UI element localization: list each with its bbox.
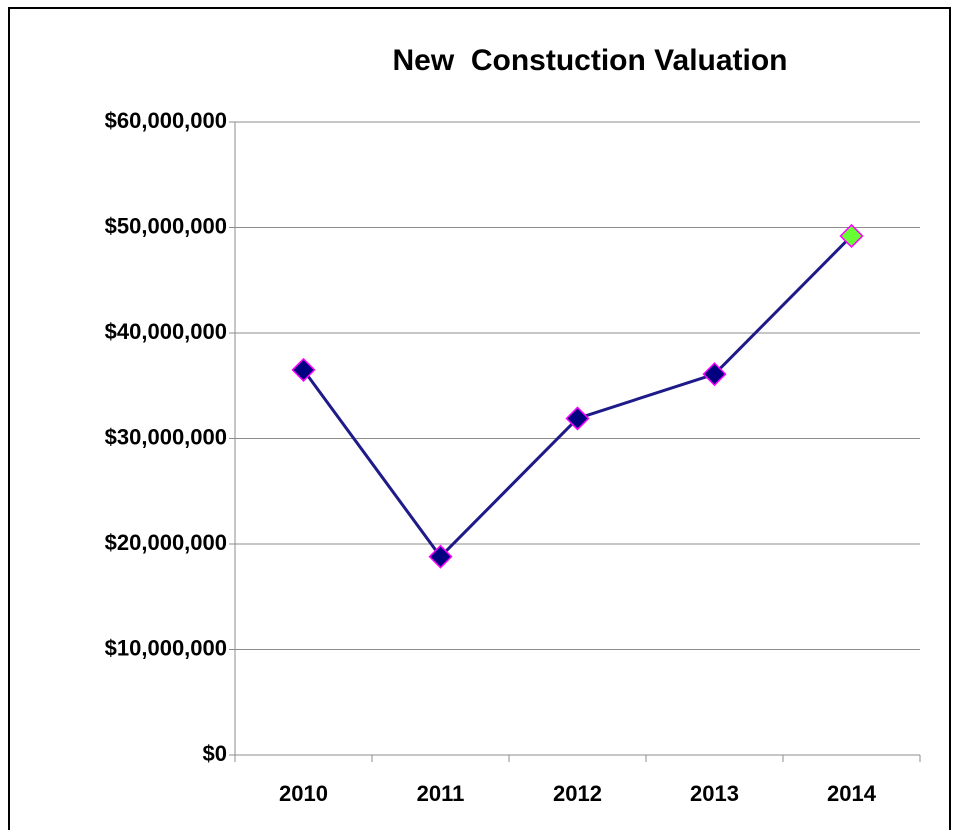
data-marker [839, 223, 864, 249]
x-tick-label: 2014 [827, 781, 877, 806]
x-tick-label: 2010 [279, 781, 328, 806]
chart-title: New Constuction Valuation [392, 44, 787, 77]
y-tick-label: $50,000,000 [105, 213, 227, 238]
chart-frame [8, 7, 951, 830]
y-tick-label: $10,000,000 [105, 635, 227, 660]
x-tick-label: 2012 [553, 781, 602, 806]
data-marker [428, 544, 453, 569]
y-tick-label: $60,000,000 [105, 108, 227, 133]
x-tick-label: 2011 [417, 781, 465, 806]
data-marker [702, 362, 727, 387]
data-marker [565, 406, 590, 431]
x-tick-label: 2013 [690, 781, 739, 806]
y-tick-label: $20,000,000 [105, 530, 227, 555]
data-marker [291, 357, 316, 382]
y-tick-label: $30,000,000 [105, 424, 227, 449]
y-tick-label: $40,000,000 [105, 319, 227, 344]
y-tick-label: $0 [203, 741, 227, 766]
